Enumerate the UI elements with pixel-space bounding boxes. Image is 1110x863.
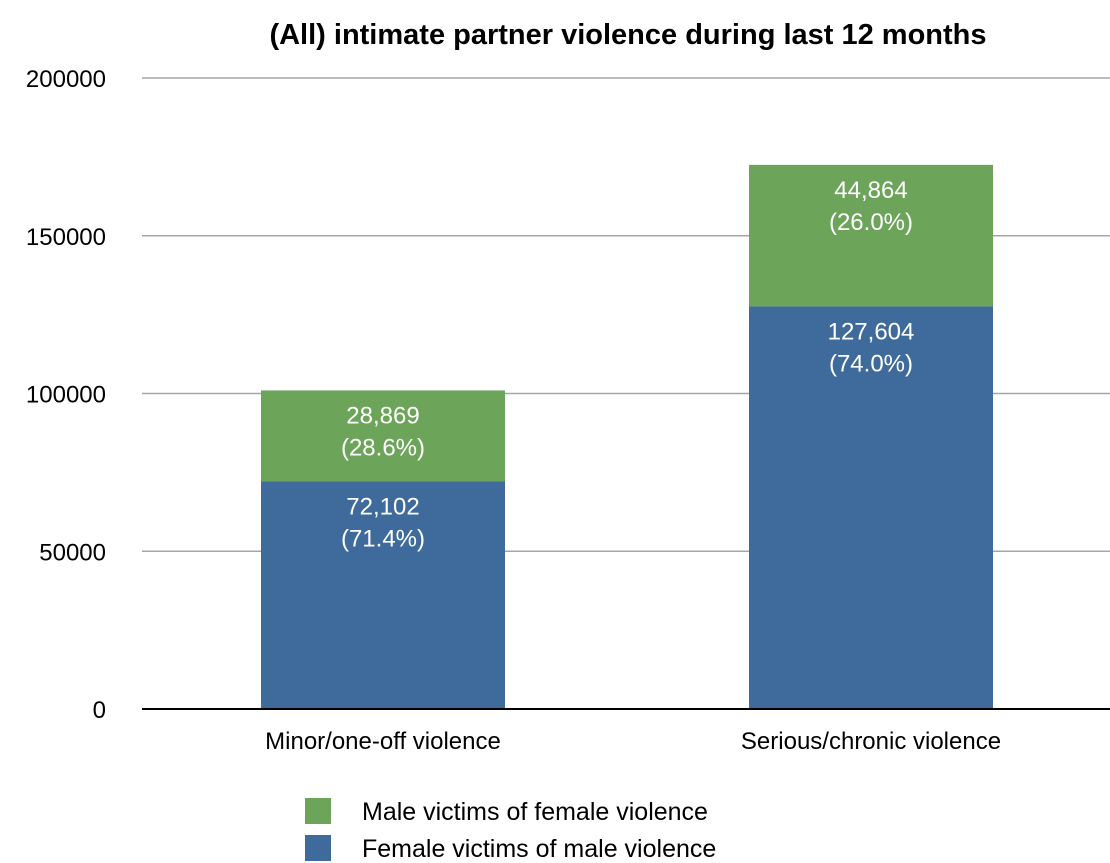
data-label: (71.4%) [341,526,425,553]
legend-label: Female victims of male violence [362,835,716,863]
x-axis-ticks: Minor/one-off violence Serious/chronic vi… [265,728,1001,755]
data-label: 28,869 [346,402,419,429]
legend: Male victims of female violence Female vi… [305,798,716,863]
y-axis-ticks: 0 50000 100000 150000 200000 [26,66,106,724]
chart-title: (All) intimate partner violence during l… [269,19,986,51]
y-tick-label: 150000 [26,224,106,251]
data-label: 72,102 [346,494,419,521]
data-label: 127,604 [828,318,915,345]
legend-swatch [305,798,331,824]
y-tick-label: 0 [93,697,106,724]
data-label: (26.0%) [829,209,913,236]
x-tick-label: Serious/chronic violence [741,728,1001,755]
x-tick-label: Minor/one-off violence [265,728,501,755]
y-tick-label: 100000 [26,382,106,409]
data-label: (74.0%) [829,350,913,377]
y-tick-label: 200000 [26,66,106,93]
y-tick-label: 50000 [39,539,106,566]
legend-swatch [305,835,331,861]
data-label: 44,864 [834,177,907,204]
data-label: (28.6%) [341,434,425,461]
legend-label: Male victims of female violence [362,798,708,826]
